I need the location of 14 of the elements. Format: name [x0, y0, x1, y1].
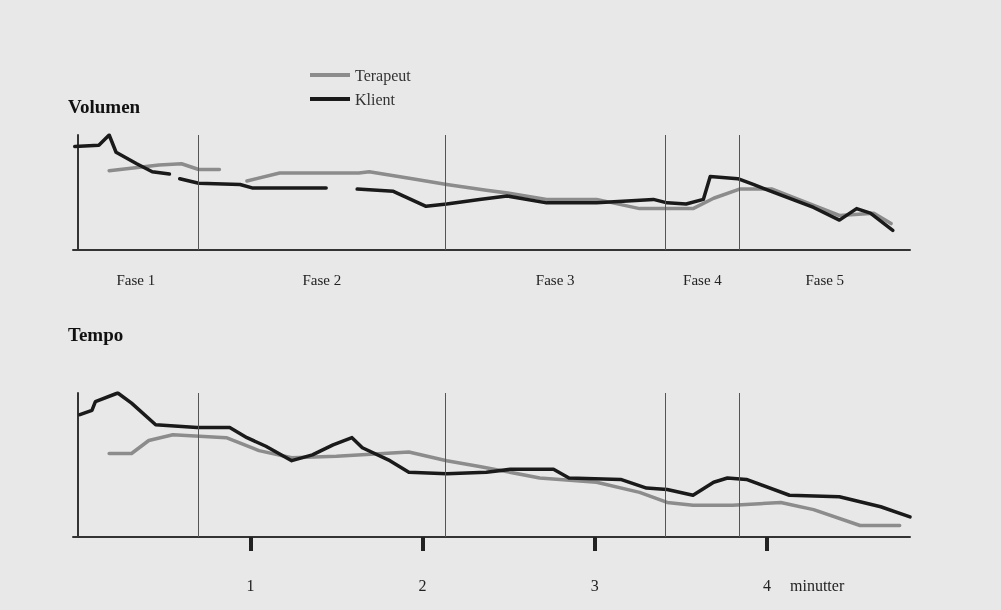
- text: Fase 2: [302, 272, 342, 288]
- x-tick-label: 2: [418, 576, 427, 594]
- text: Fase 3: [535, 272, 575, 288]
- x-tick-label: 4: [763, 576, 772, 594]
- legend-label: Terapeut: [355, 66, 412, 85]
- x-tick-label: 1: [246, 576, 255, 594]
- chart-title: Tempo: [68, 324, 124, 345]
- x-axis-title: minutter: [790, 576, 845, 594]
- text: Fase 1: [116, 272, 156, 288]
- text: Fase 5: [805, 272, 845, 288]
- text: Fase 4: [683, 272, 723, 288]
- legend-label: Klient: [355, 90, 396, 108]
- chart-title: Volumen: [68, 96, 141, 117]
- x-tick-label: 3: [590, 576, 599, 594]
